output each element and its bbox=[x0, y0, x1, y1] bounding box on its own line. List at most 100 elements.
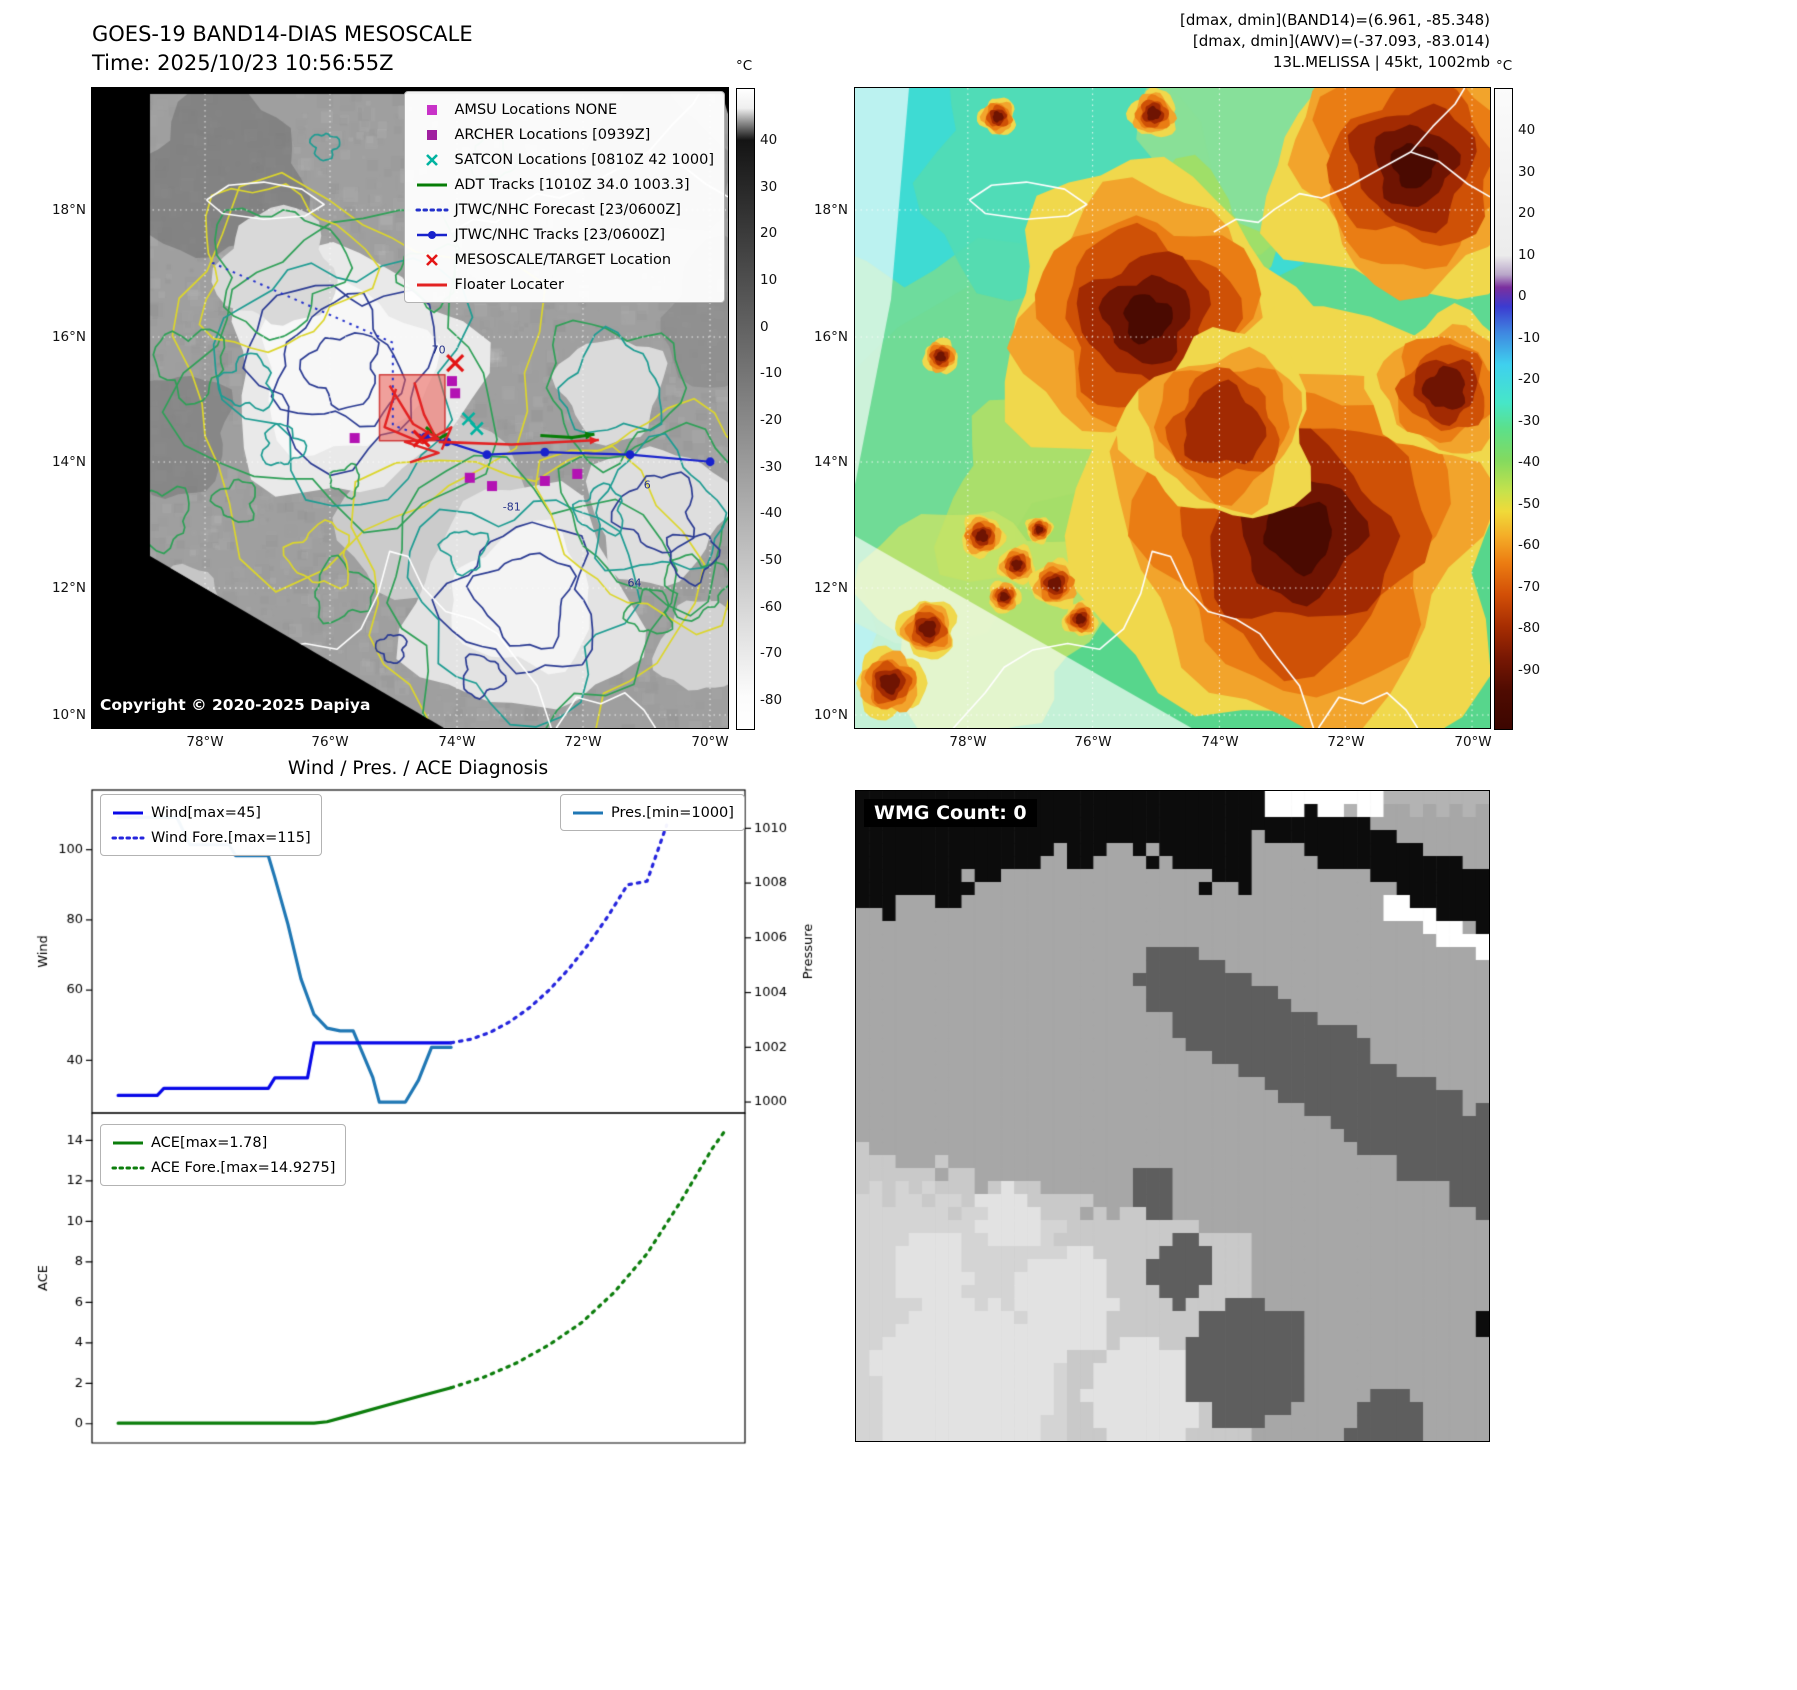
lon-label: 76°W bbox=[311, 734, 349, 750]
lon-label: 74°W bbox=[1201, 734, 1239, 750]
awv-colorbar bbox=[1494, 88, 1513, 730]
colorbar-tick: 0 bbox=[760, 318, 769, 335]
legend-item-label: ACE Fore.[max=14.9275] bbox=[151, 1159, 336, 1176]
colorbar-tick: 40 bbox=[1518, 122, 1536, 138]
lon-label: 70°W bbox=[691, 734, 729, 750]
legend-item: JTWC/NHC Forecast [23/0600Z] bbox=[415, 197, 714, 222]
lon-label: 74°W bbox=[438, 734, 476, 750]
contour-value-label: 64 bbox=[627, 576, 642, 590]
colorbar-tick: 10 bbox=[760, 272, 778, 288]
lat-label: 10°N bbox=[51, 707, 86, 723]
x-legend-marker bbox=[415, 152, 449, 168]
legend-item: Wind[max=45] bbox=[111, 800, 311, 825]
legend-item-label: ADT Tracks [1010Z 34.0 1003.3] bbox=[454, 176, 690, 193]
lat-label: 12°N bbox=[813, 580, 848, 596]
colorbar-tick: -50 bbox=[760, 552, 783, 568]
awv-satellite-canvas bbox=[855, 88, 1490, 728]
colorbar-tick: 20 bbox=[1518, 205, 1536, 222]
legend-item: ACE Fore.[max=14.9275] bbox=[111, 1155, 335, 1180]
legend-item-label: ACE[max=1.78] bbox=[151, 1134, 268, 1151]
solid-legend-marker bbox=[111, 805, 145, 821]
contour-value-label: 70 bbox=[431, 343, 446, 357]
lon-label: 78°W bbox=[949, 734, 987, 750]
lon-label: 78°W bbox=[186, 734, 224, 750]
colorbar-tick: -40 bbox=[760, 505, 783, 522]
legend-item-label: AMSU Locations NONE bbox=[454, 101, 618, 118]
legend-item: Pres.[min=1000] bbox=[571, 800, 734, 825]
band14-title: GOES-19 BAND14-DIAS MESOSCALE bbox=[92, 22, 473, 46]
legend-item: MESOSCALE/TARGET Location bbox=[415, 247, 714, 272]
lon-label: 76°W bbox=[1074, 734, 1112, 750]
legend-item-label: Wind Fore.[max=115] bbox=[151, 829, 311, 846]
dmax-dmin-awv: [dmax, dmin](AWV)=(-37.093, -83.014) bbox=[1192, 32, 1490, 50]
colorbar-tick: -80 bbox=[760, 692, 783, 708]
wind-pres-ace-charts-canvas bbox=[14, 756, 830, 1466]
legend-item: JTWC/NHC Tracks [23/0600Z] bbox=[415, 222, 714, 247]
colorbar-tick: 0 bbox=[1518, 288, 1527, 305]
ace-legend: ACE[max=1.78] ACE Fore.[max=14.9275] bbox=[100, 1124, 347, 1186]
legend-item: Wind Fore.[max=115] bbox=[111, 825, 311, 850]
legend-item: ARCHER Locations [0939Z] bbox=[415, 122, 714, 147]
square-legend-marker bbox=[415, 127, 449, 143]
colorbar-tick: -30 bbox=[1518, 412, 1541, 429]
colorbar-tick: -60 bbox=[760, 598, 783, 615]
colorbar-tick: -10 bbox=[760, 365, 783, 382]
legend-item-label: ARCHER Locations [0939Z] bbox=[454, 126, 651, 143]
legend-item-label: SATCON Locations [0810Z 42 1000] bbox=[454, 151, 714, 168]
legend-item: ADT Tracks [1010Z 34.0 1003.3] bbox=[415, 172, 714, 197]
wmg-count-label: WMG Count: 0 bbox=[864, 799, 1037, 827]
colorbar-tick: 20 bbox=[760, 225, 778, 242]
lat-label: 16°N bbox=[813, 329, 848, 345]
legend-item-label: JTWC/NHC Tracks [23/0600Z] bbox=[454, 226, 666, 243]
band14-map: AMSU Locations NONE ARCHER Locations [093… bbox=[92, 88, 728, 728]
square-legend-marker bbox=[415, 102, 449, 118]
lon-label: 72°W bbox=[1327, 734, 1365, 750]
band14-timestamp: Time: 2025/10/23 10:56:55Z bbox=[92, 51, 394, 75]
legend-item: AMSU Locations NONE bbox=[415, 97, 714, 122]
lat-label: 16°N bbox=[51, 329, 86, 345]
colorbar-tick: 40 bbox=[760, 132, 778, 148]
awv-colorbar-unit: °C bbox=[1496, 58, 1513, 74]
colorbar-tick: -80 bbox=[1518, 620, 1541, 637]
legend-item: ACE[max=1.78] bbox=[111, 1130, 335, 1155]
legend-item-label: MESOSCALE/TARGET Location bbox=[454, 251, 672, 268]
dotted-legend-marker bbox=[111, 830, 145, 846]
wmg-mask-canvas bbox=[856, 791, 1489, 1441]
colorbar-tick: 30 bbox=[1518, 163, 1536, 180]
dotted-legend-marker bbox=[415, 202, 449, 218]
legend-item: Floater Locater bbox=[415, 272, 714, 297]
x-legend-marker bbox=[415, 252, 449, 268]
band14-colorbar bbox=[736, 88, 755, 730]
line-legend-marker bbox=[415, 177, 449, 193]
lat-label: 18°N bbox=[51, 202, 86, 218]
lat-label: 12°N bbox=[51, 580, 86, 596]
band14-map-legend: AMSU Locations NONE ARCHER Locations [093… bbox=[403, 91, 725, 303]
solid-legend-marker bbox=[111, 1135, 145, 1151]
colorbar-tick: -20 bbox=[760, 412, 783, 428]
awv-header: [dmax, dmin](BAND14)=(6.961, -85.348) [d… bbox=[950, 10, 1490, 73]
lon-label: 72°W bbox=[564, 734, 602, 750]
colorbar-tick: 10 bbox=[1518, 246, 1536, 263]
colorbar-tick: 30 bbox=[760, 178, 778, 195]
colorbar-tick: -70 bbox=[760, 645, 783, 662]
colorbar-tick: -60 bbox=[1518, 537, 1541, 554]
lon-label: 70°W bbox=[1454, 734, 1492, 750]
band14-panel-title: GOES-19 BAND14-DIAS MESOSCALE Time: 2025… bbox=[92, 20, 473, 78]
legend-item-label: Pres.[min=1000] bbox=[611, 804, 734, 821]
lat-label: 14°N bbox=[813, 454, 848, 470]
wmg-panel: WMG Count: 0 bbox=[855, 790, 1490, 1442]
legend-item: SATCON Locations [0810Z 42 1000] bbox=[415, 147, 714, 172]
contour-value-label: 6 bbox=[643, 478, 651, 492]
colorbar-tick: -40 bbox=[1518, 454, 1541, 471]
line-dot-legend-marker bbox=[415, 227, 449, 243]
colorbar-tick: -10 bbox=[1518, 329, 1541, 346]
contour-value-label: -81 bbox=[502, 500, 521, 514]
legend-item-label: Wind[max=45] bbox=[151, 804, 261, 821]
dmax-dmin-band14: [dmax, dmin](BAND14)=(6.961, -85.348) bbox=[1179, 11, 1490, 29]
line-legend-marker bbox=[415, 277, 449, 293]
lat-label: 10°N bbox=[813, 707, 848, 723]
lat-label: 18°N bbox=[813, 202, 848, 218]
storm-id-intensity: 13L.MELISSA | 45kt, 1002mb bbox=[1272, 53, 1490, 71]
copyright-watermark: Copyright © 2020-2025 Dapiya bbox=[100, 696, 371, 714]
